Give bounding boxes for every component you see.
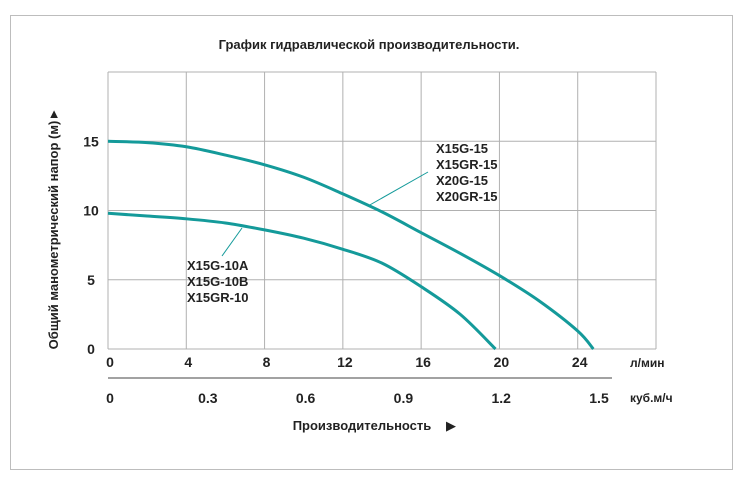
- legend-upper-label-1: X15G-15: [436, 141, 488, 156]
- chart-title: График гидравлической производительности…: [219, 37, 520, 52]
- x2-tick-label: 1.2: [491, 390, 511, 406]
- x2-tick-label: 0.3: [198, 390, 218, 406]
- x2-tick-label: 0.6: [296, 390, 316, 406]
- legend-lower-label-1: X15G-10A: [187, 258, 249, 273]
- grid: [107, 71, 657, 350]
- y-tick-label: 10: [83, 203, 99, 219]
- y-tick-label: 15: [83, 133, 99, 149]
- x-tick-label: 0: [106, 354, 114, 370]
- y-axis-arrow-icon: ▲: [48, 106, 61, 121]
- legend-upper-label-3: X20G-15: [436, 173, 488, 188]
- x2-tick-label: 1.5: [589, 390, 609, 406]
- legend-upper: X15G-15 X15GR-15 X20G-15 X20GR-15: [436, 141, 497, 204]
- curves: [107, 139, 595, 351]
- legend-leader-lower: [221, 227, 243, 257]
- x-tick-label: 12: [337, 354, 353, 370]
- legend-lower: X15G-10A X15G-10B X15GR-10: [187, 258, 249, 305]
- legend-upper-label-2: X15GR-15: [436, 157, 497, 172]
- legend-upper-label-4: X20GR-15: [436, 189, 497, 204]
- series-line-15: [107, 139, 595, 350]
- y-ticks: 0 5 10 15: [83, 133, 99, 357]
- x2-tick-label: 0: [106, 390, 114, 406]
- x-tick-label: 8: [263, 354, 271, 370]
- legend-lower-label-2: X15G-10B: [187, 274, 248, 289]
- x-unit-secondary: куб.м/ч: [630, 391, 673, 405]
- x-ticks-primary: 0 4 8 12 16 20 24: [106, 354, 588, 370]
- x-axis-label: Производительность: [293, 418, 432, 433]
- chart-panel: [10, 15, 733, 470]
- x-tick-label: 24: [572, 354, 588, 370]
- series-line-10: [107, 211, 497, 351]
- x-axis-arrow-icon: ▶: [446, 418, 456, 433]
- y-tick-label: 5: [87, 272, 95, 288]
- x-tick-label: 20: [494, 354, 510, 370]
- x-tick-label: 16: [415, 354, 431, 370]
- y-axis-label: Общий манометрический напор (м): [46, 121, 61, 350]
- x-ticks-secondary: 0 0.3 0.6 0.9 1.2 1.5: [106, 390, 609, 406]
- legend-leader-upper: [367, 171, 429, 207]
- x-unit-primary: л/мин: [630, 356, 664, 370]
- y-tick-label: 0: [87, 341, 95, 357]
- x-tick-label: 4: [184, 354, 192, 370]
- legend-lower-label-3: X15GR-10: [187, 290, 248, 305]
- x2-tick-label: 0.9: [394, 390, 414, 406]
